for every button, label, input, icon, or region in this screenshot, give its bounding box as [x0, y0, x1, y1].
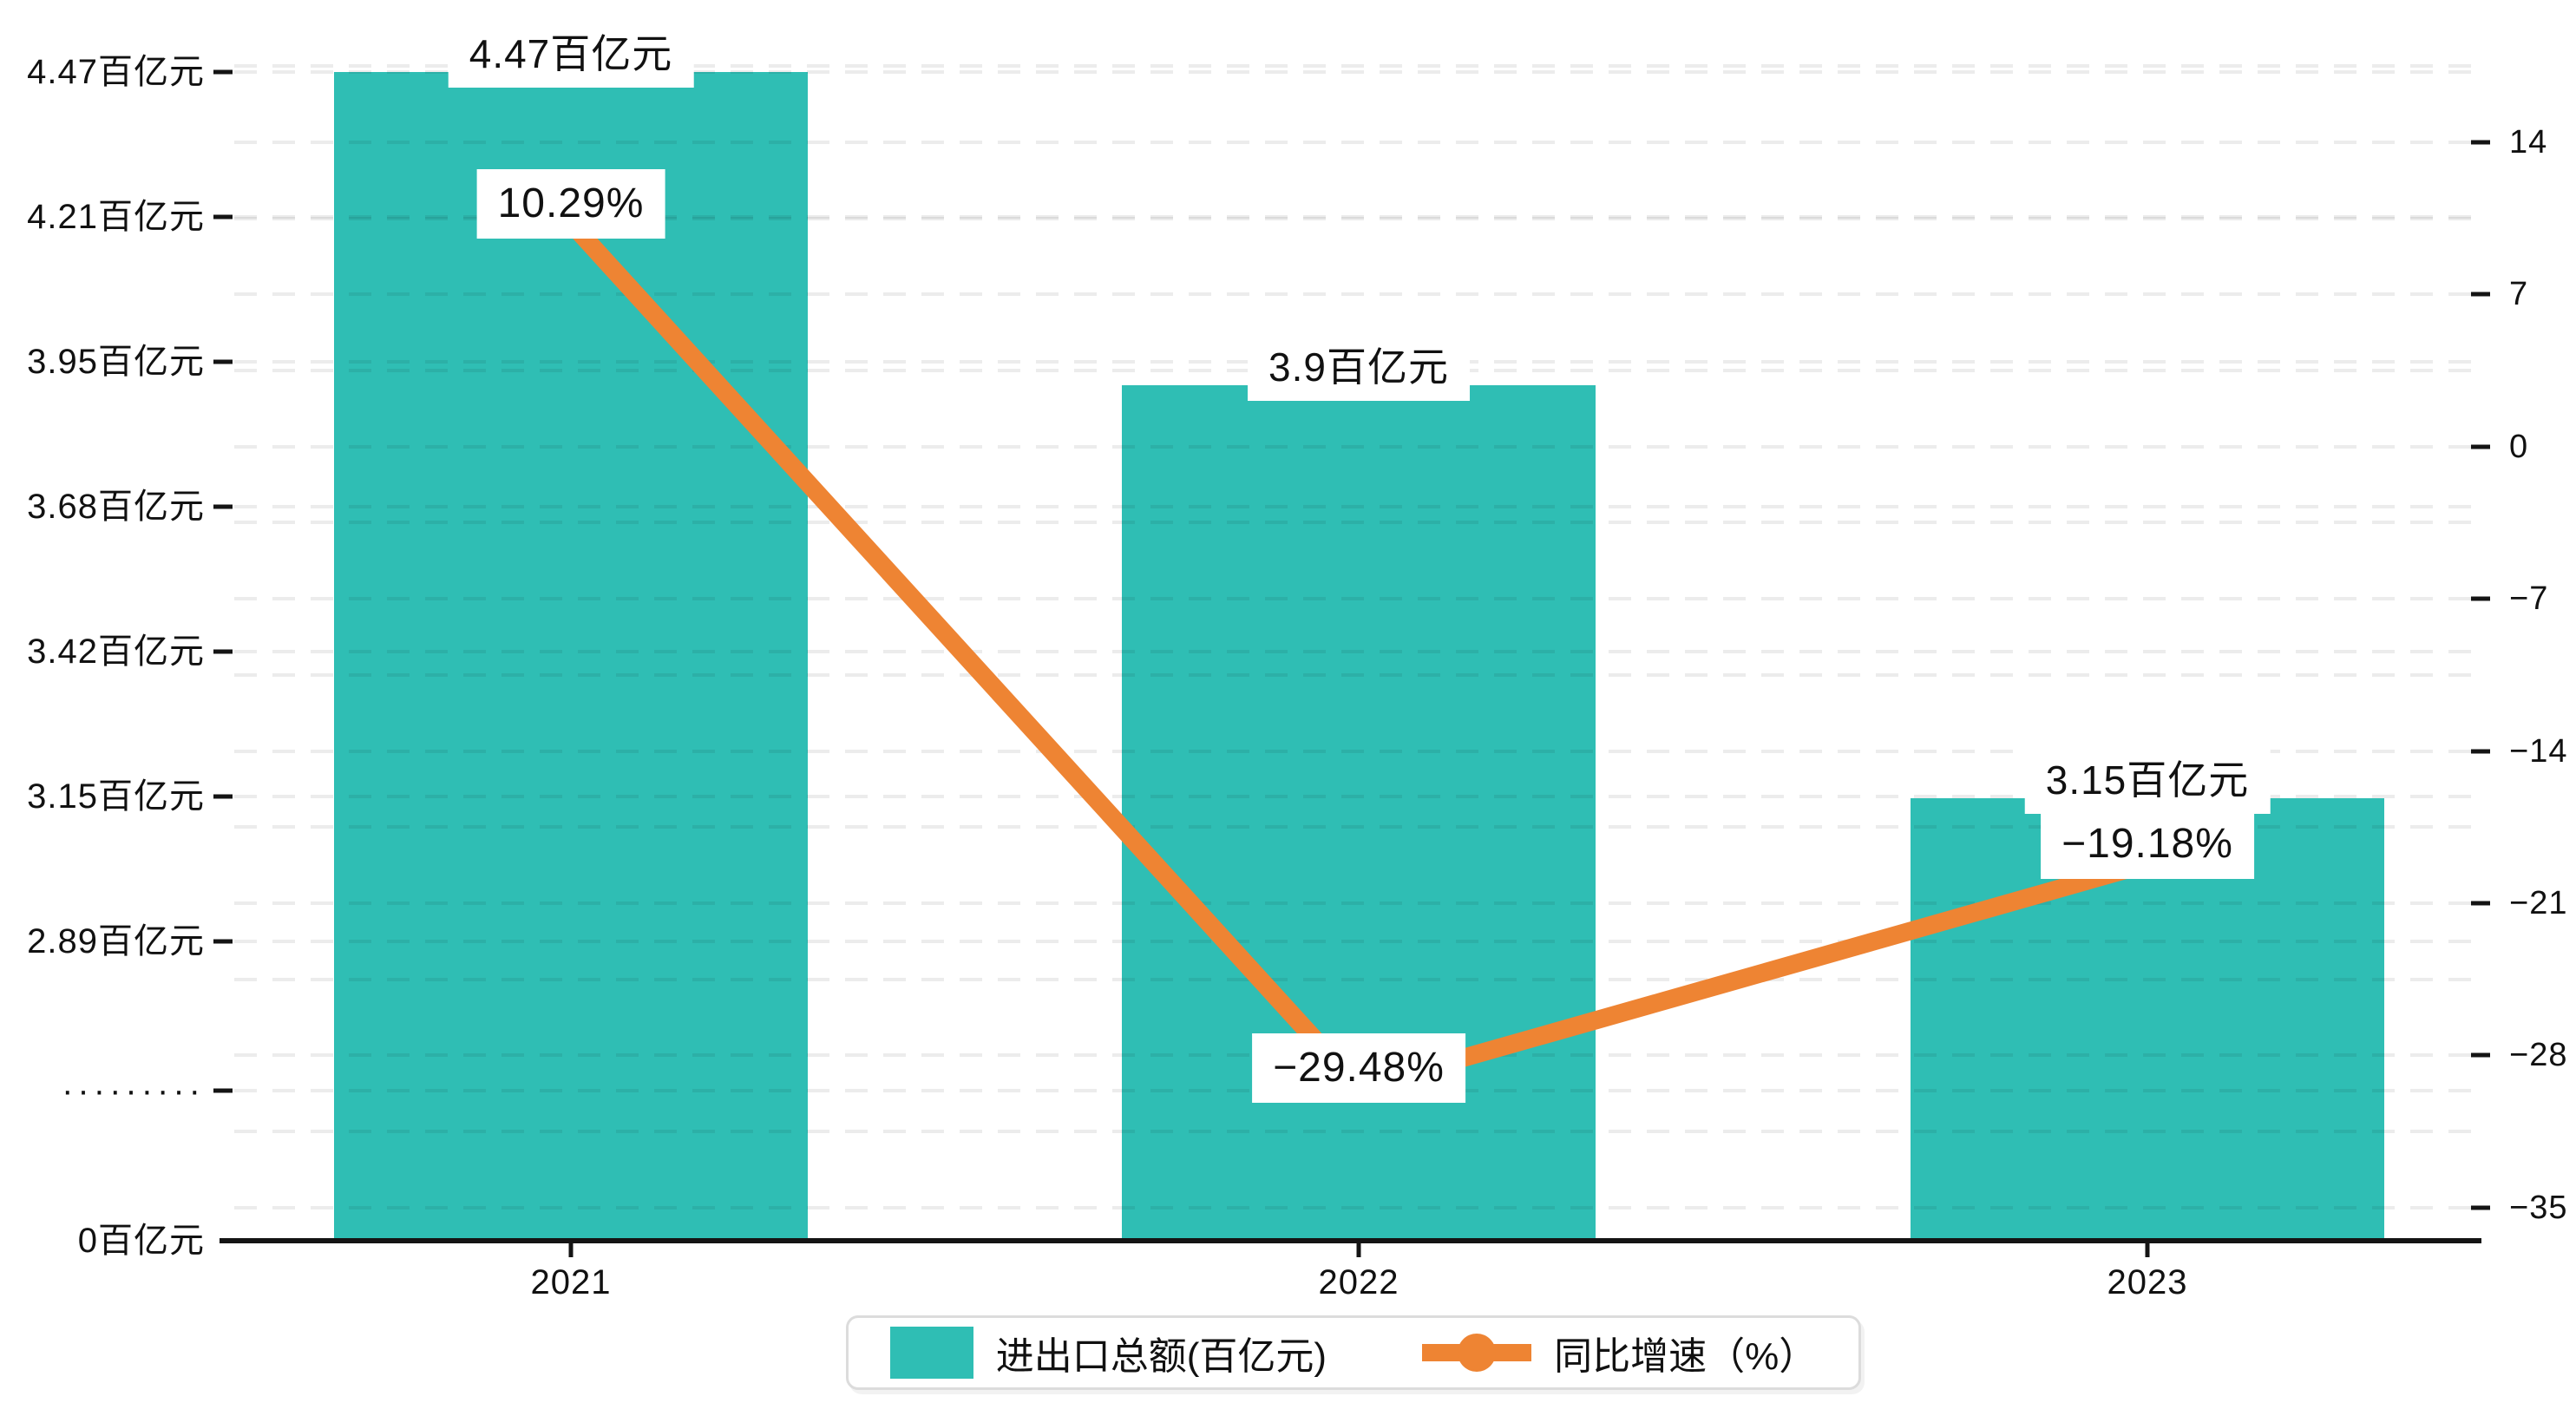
gridline — [234, 749, 2473, 753]
x-axis-label-2022: 2022 — [1318, 1263, 1399, 1301]
x-axis-tick — [568, 1243, 574, 1257]
right-axis-tick — [2471, 444, 2490, 449]
left-axis-tick — [213, 794, 233, 799]
line-value-label-2023: −19.18% — [2041, 810, 2254, 880]
left-axis-tick — [213, 359, 233, 364]
legend-label-bar-series: 进出口总额(百亿元) — [995, 1335, 1327, 1378]
gridline — [234, 70, 2473, 74]
gridline — [234, 901, 2473, 905]
gridline — [234, 141, 2473, 144]
legend-item-bar-series[interactable]: 进出口总额(百亿元) — [889, 1325, 1327, 1380]
left-axis-tick — [213, 1088, 233, 1093]
bar-value-label-2022: 3.9百亿元 — [1248, 333, 1470, 402]
left-axis-tick — [213, 69, 233, 75]
left-axis-tick-label: 0百亿元 — [77, 1222, 205, 1260]
gridline — [234, 505, 2473, 508]
right-axis-tick-label: −7 — [2509, 580, 2549, 618]
left-axis-tick-label: 3.95百亿元 — [27, 343, 205, 381]
left-axis-tick-label: 4.21百亿元 — [27, 198, 205, 236]
gridline — [234, 825, 2473, 829]
right-axis-tick-label: −21 — [2509, 884, 2568, 921]
gridline — [234, 444, 2473, 449]
x-axis-label-2023: 2023 — [2107, 1263, 2188, 1301]
gridline — [234, 597, 2473, 601]
legend-label-line-series: 同比增速（%） — [1554, 1335, 1818, 1378]
right-axis-tick-label: 7 — [2509, 276, 2529, 313]
x-axis-tick — [1356, 1243, 1361, 1257]
gridline — [234, 521, 2473, 525]
x-axis-line — [220, 1238, 2481, 1243]
left-axis-tick — [213, 649, 233, 654]
right-axis-tick-label: 14 — [2509, 124, 2548, 161]
right-axis-tick — [2471, 1052, 2490, 1058]
right-axis-tick — [2471, 596, 2490, 601]
left-axis-tick-label: 4.47百亿元 — [27, 53, 205, 91]
gridline — [234, 650, 2473, 653]
left-axis-tick — [213, 214, 233, 220]
gridline — [234, 940, 2473, 943]
gridline — [234, 977, 2473, 981]
left-axis-tick — [213, 504, 233, 509]
left-axis-tick-label: 3.15百亿元 — [27, 777, 205, 816]
gridline — [234, 795, 2473, 798]
right-axis-tick — [2471, 749, 2490, 754]
gridline — [234, 216, 2473, 220]
gridline — [234, 64, 2473, 69]
right-axis-tick-label: 0 — [2509, 428, 2529, 465]
right-axis-tick — [2471, 140, 2490, 145]
left-axis-tick-label: ········· — [62, 1072, 205, 1110]
bar-value-label-2021: 4.47百亿元 — [448, 20, 694, 88]
gridline — [234, 1130, 2473, 1134]
line-value-label-2021: 10.29% — [476, 168, 665, 239]
gridline — [234, 1205, 2473, 1210]
left-axis-tick-label: 3.68百亿元 — [27, 488, 205, 526]
x-axis-tick — [2145, 1243, 2150, 1257]
right-axis-tick — [2471, 1205, 2490, 1210]
right-axis-tick — [2471, 901, 2490, 906]
right-axis-tick-label: −35 — [2509, 1189, 2568, 1226]
left-axis-tick — [213, 939, 233, 944]
bar-series-swatch-icon — [889, 1327, 973, 1379]
right-axis-tick — [2471, 292, 2490, 297]
line-series-marker-icon — [1422, 1332, 1532, 1373]
line-value-label-2022: −29.48% — [1252, 1033, 1465, 1104]
right-axis-tick-label: −14 — [2509, 732, 2568, 770]
right-axis-tick-label: −28 — [2509, 1037, 2568, 1074]
bar-value-label-2023: 3.15百亿元 — [2024, 746, 2271, 815]
gridline — [234, 292, 2473, 297]
legend-item-line-series[interactable]: 同比增速（%） — [1422, 1325, 1817, 1380]
legend: 进出口总额(百亿元) 同比增速（%） — [846, 1315, 1861, 1390]
left-axis-tick-label: 3.42百亿元 — [27, 633, 205, 671]
left-axis-tick-label: 2.89百亿元 — [27, 922, 205, 960]
x-axis-label-2021: 2021 — [530, 1263, 612, 1301]
gridline — [234, 672, 2473, 677]
gridline — [234, 215, 2473, 219]
bar-2021[interactable] — [334, 72, 808, 1241]
